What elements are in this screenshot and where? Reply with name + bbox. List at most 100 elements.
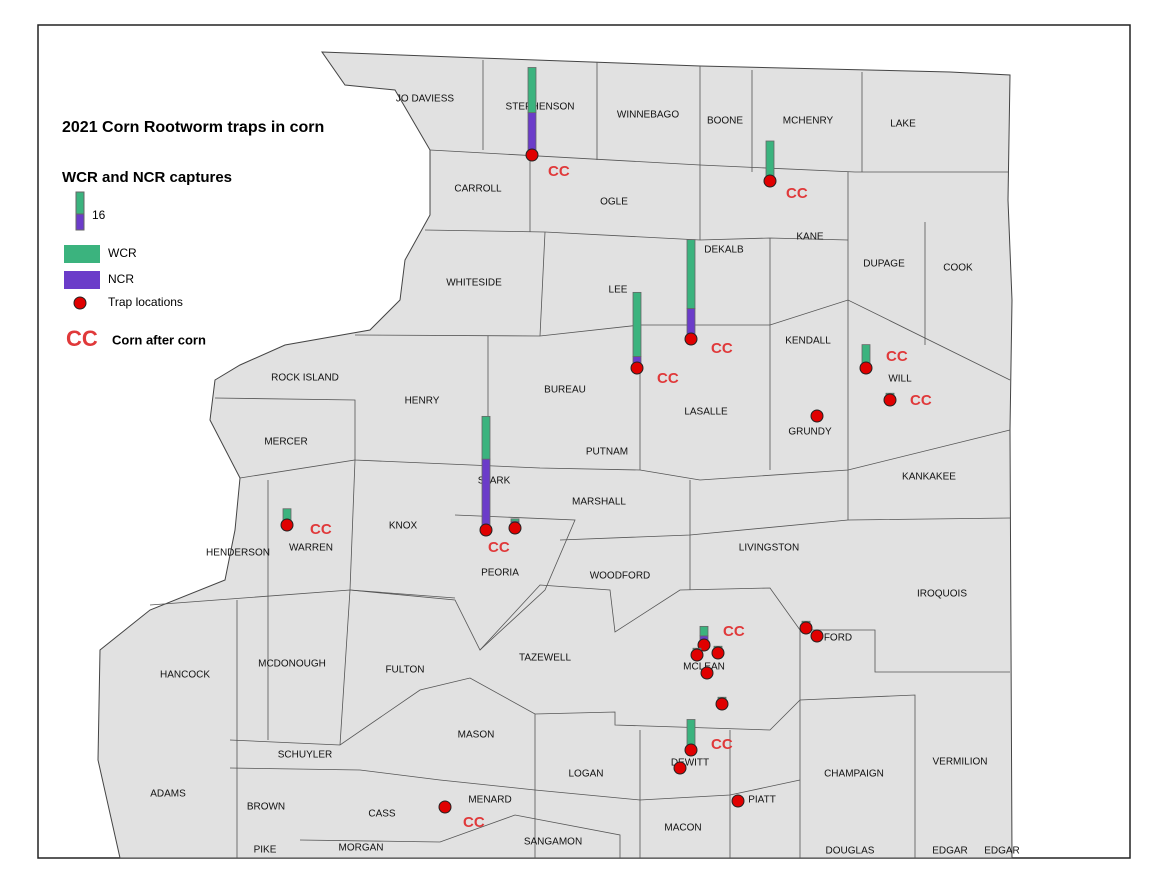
county-label: MACON	[664, 823, 701, 834]
county-label: KANE	[796, 232, 824, 243]
county-label: KANKAKEE	[902, 472, 956, 483]
county-label: KNOX	[389, 521, 418, 532]
county-label: LASALLE	[684, 407, 728, 418]
county-label: MARSHALL	[572, 497, 626, 508]
county-label: ADAMS	[150, 789, 186, 800]
county-label: WINNEBAGO	[617, 110, 679, 121]
trap-dot	[883, 393, 897, 407]
wcr-bar	[632, 291, 642, 357]
cc-marker: CC	[723, 623, 745, 640]
trap-dot	[508, 521, 522, 535]
county-label: LIVINGSTON	[739, 543, 799, 554]
county-label: PIATT	[748, 795, 776, 806]
county-label: COOK	[943, 263, 973, 274]
cc-marker: CC	[711, 736, 733, 753]
trap-dot	[684, 332, 698, 346]
county-label: PUTNAM	[586, 447, 628, 458]
county-label: CASS	[368, 809, 396, 820]
county-label: EDGAR	[932, 846, 968, 857]
cc-marker: CC	[711, 340, 733, 357]
county-label: MCLEAN	[683, 662, 725, 673]
county-label: CHAMPAIGN	[824, 769, 884, 780]
county-label: JO DAVIESS	[396, 94, 454, 105]
ncr-bar	[527, 112, 537, 154]
county-label: IROQUOIS	[917, 589, 967, 600]
legend-wcr-swatch	[64, 245, 100, 263]
cc-marker: CC	[463, 814, 485, 831]
county-label: MORGAN	[339, 843, 384, 854]
trap-dot	[630, 361, 644, 375]
trap-dot	[525, 148, 539, 162]
trap-dot	[715, 697, 729, 711]
wcr-bar	[699, 625, 709, 637]
county-label: TAZEWELL	[519, 653, 571, 664]
cc-marker: CC	[488, 539, 510, 556]
trap-dot	[810, 629, 824, 643]
legend-cc-label: Corn after corn	[112, 332, 206, 347]
legend-ncr-label: NCR	[108, 272, 134, 286]
county-label: CARROLL	[454, 184, 502, 195]
county-label: LAKE	[890, 119, 916, 130]
trap-dot	[479, 523, 493, 537]
legend-trap-dot	[73, 296, 87, 310]
county-label: FORD	[824, 633, 852, 644]
cc-marker: CC	[786, 185, 808, 202]
trap-dot	[280, 518, 294, 532]
county-label: OGLE	[600, 197, 628, 208]
legend-ncr-swatch	[64, 271, 100, 289]
trap-dot	[690, 648, 704, 662]
county-label: BOONE	[707, 116, 743, 127]
county-label: PIKE	[254, 845, 277, 856]
county-label: KENDALL	[785, 336, 831, 347]
county-label: MCHENRY	[783, 116, 834, 127]
county-label: WARREN	[289, 543, 333, 554]
trap-dot	[711, 646, 725, 660]
county-label: PEORIA	[481, 568, 519, 579]
cc-marker: CC	[548, 163, 570, 180]
county-label: FULTON	[385, 665, 424, 676]
legend-trap-label: Trap locations	[108, 295, 183, 309]
trap-dot	[763, 174, 777, 188]
county-label: STEPHENSON	[506, 102, 575, 113]
county-label: LEE	[609, 285, 628, 296]
map-title: 2021 Corn Rootworm traps in corn	[62, 119, 324, 136]
cc-marker: CC	[310, 521, 332, 538]
trap-dot	[438, 800, 452, 814]
county-label: DOUGLAS	[826, 846, 875, 857]
wcr-bar	[686, 239, 696, 309]
county-label: SCHUYLER	[278, 750, 332, 761]
county-label: ROCK ISLAND	[271, 373, 339, 384]
trap-dot	[684, 743, 698, 757]
county-label: HENDERSON	[206, 548, 270, 559]
county-label: WILL	[888, 374, 912, 385]
county-borders	[149, 60, 1011, 858]
ncr-bar	[481, 458, 491, 529]
state-outline	[97, 51, 1013, 859]
county-label: MENARD	[468, 795, 511, 806]
county-label: BROWN	[247, 802, 285, 813]
county-label: DUPAGE	[863, 259, 905, 270]
county-label: DEKALB	[704, 245, 744, 256]
county-label: DEWITT	[671, 758, 709, 769]
legend-scale-bar-ncr	[75, 213, 85, 231]
county-label: BUREAU	[544, 385, 586, 396]
county-label: HENRY	[405, 396, 440, 407]
trap-dot	[810, 409, 824, 423]
legend-cc-symbol: CC	[66, 326, 98, 351]
wcr-bar	[765, 140, 775, 180]
wcr-bar	[527, 67, 537, 114]
trap-dot	[731, 794, 745, 808]
trap-dot	[700, 666, 714, 680]
legend-wcr-label: WCR	[108, 246, 137, 260]
county-label: GRUNDY	[788, 427, 832, 438]
wcr-bar	[510, 518, 520, 522]
county-label: MERCER	[264, 437, 307, 448]
cc-marker: CC	[886, 348, 908, 365]
legend-scale-label: 16	[92, 208, 106, 222]
county-label: VERMILION	[932, 757, 987, 768]
trap-dot	[673, 761, 687, 775]
county-label: WHITESIDE	[446, 278, 502, 289]
county-label: SANGAMON	[524, 837, 582, 848]
county-label: HANCOCK	[160, 670, 210, 681]
